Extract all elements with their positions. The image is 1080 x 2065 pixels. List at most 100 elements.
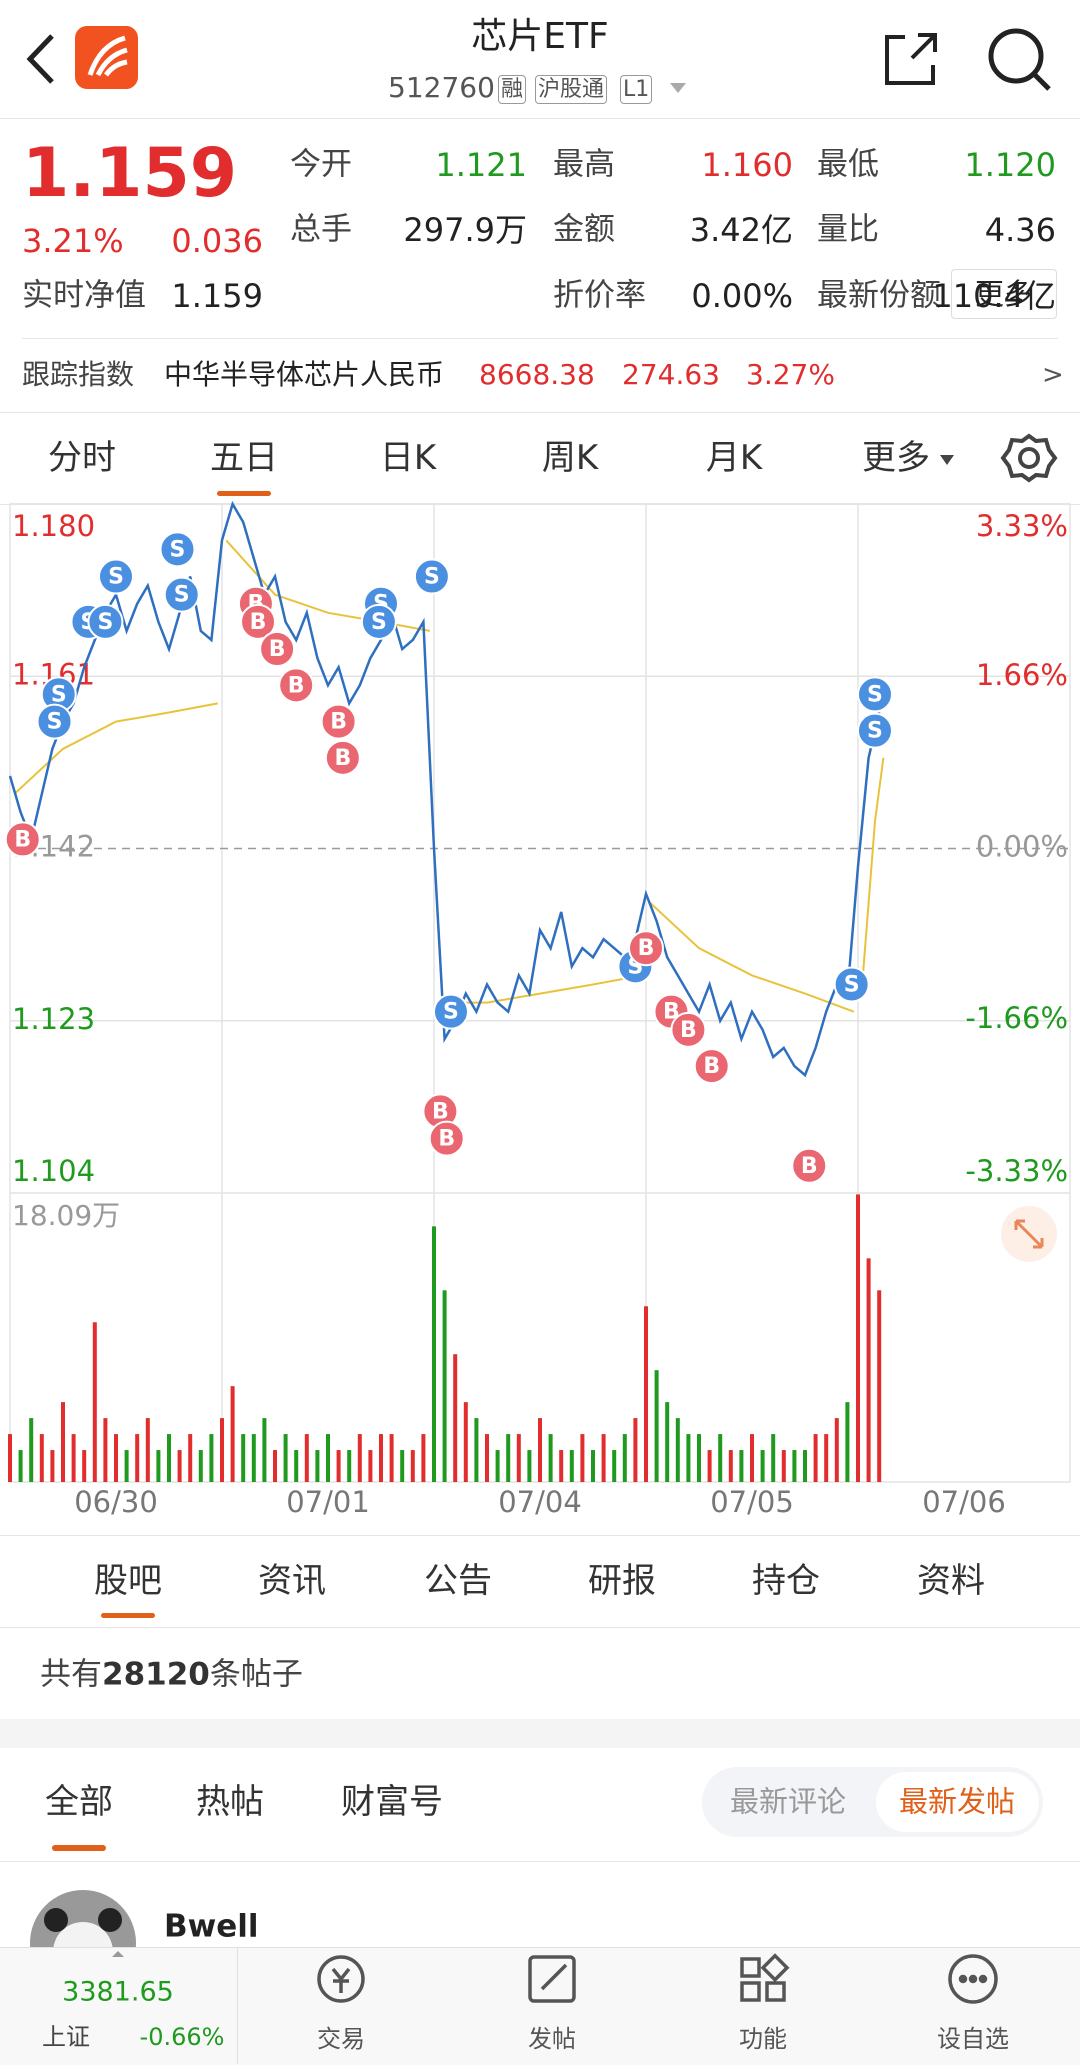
chart-tab[interactable]: 月K [705, 438, 763, 478]
index-change[interactable]: -0.66% [139, 2023, 225, 2051]
filter-tab[interactable]: 热帖 [196, 1782, 264, 1822]
watchlist-icon[interactable] [948, 1954, 998, 2004]
trade-marker-label: B [680, 1018, 697, 1043]
nav-item[interactable]: 功能 [739, 2025, 787, 2053]
volume-bar [410, 1450, 415, 1482]
filter-tab[interactable]: 财富号 [341, 1782, 443, 1822]
field-value: 4.36 [984, 211, 1056, 249]
expand-icon[interactable] [1001, 1206, 1057, 1262]
trade-marker-label: S [443, 1000, 459, 1025]
nav-item[interactable]: 设自选 [937, 2025, 1009, 2053]
average-line [13, 539, 885, 1013]
volume-bar [495, 1450, 500, 1482]
trade-marker [693, 1048, 730, 1085]
nav-item[interactable]: 发帖 [528, 2025, 576, 2053]
volume-bar [294, 1450, 299, 1482]
index-arrow[interactable]: > [1042, 360, 1064, 390]
back-icon[interactable] [26, 34, 54, 84]
index-name: 中华半导体芯片人民币 [164, 358, 445, 391]
settings-icon[interactable] [1000, 433, 1058, 483]
trade-icon[interactable] [317, 1955, 365, 2003]
divider [0, 1627, 1080, 1628]
trade-marker [163, 576, 200, 613]
volume-bar [781, 1450, 786, 1482]
volume-bar [506, 1434, 511, 1482]
post-count: 共有28120条帖子 [40, 1656, 303, 1693]
volume-bar [612, 1450, 617, 1482]
post-icon[interactable] [528, 1955, 576, 2003]
x-tick-label: 07/06 [922, 1485, 1006, 1519]
x-tick-label: 07/04 [498, 1485, 582, 1519]
filter-tab-active[interactable]: 全部 [45, 1782, 113, 1822]
volume-bar [177, 1450, 182, 1482]
trade-marker [791, 1147, 828, 1184]
volume-bar [739, 1450, 744, 1482]
volume-bar [326, 1434, 330, 1482]
more-button[interactable]: 更多 [951, 269, 1057, 319]
field-label: 今开 [290, 146, 352, 183]
chart-tab[interactable]: 日K [379, 438, 437, 478]
chart-tab-active[interactable]: 五日 [210, 438, 278, 478]
expand-arrows [1014, 1219, 1044, 1249]
trade-marker-label: S [867, 682, 883, 707]
trade-marker-label: S [867, 719, 883, 744]
volume-bar [813, 1434, 818, 1482]
chart-tab[interactable]: 更多 [862, 438, 930, 478]
badge: L1 [620, 75, 653, 104]
section-tab[interactable]: 公告 [424, 1561, 492, 1601]
volume-bar [453, 1354, 458, 1482]
field-value: 3.42亿 [689, 211, 793, 249]
trade-marker [324, 739, 361, 776]
chart-tab[interactable]: 分时 [48, 438, 116, 478]
section-tab[interactable]: 持仓 [752, 1561, 820, 1601]
function-icon[interactable] [740, 1953, 790, 2002]
search-icon[interactable] [988, 28, 1051, 91]
nav-item[interactable]: 交易 [317, 2025, 365, 2053]
trade-marker [87, 603, 124, 640]
trade-marker-label: S [424, 565, 440, 590]
trade-marker-label: B [801, 1154, 818, 1179]
share-icon[interactable] [885, 33, 937, 85]
sort-button-active[interactable]: 最新发帖 [898, 1784, 1016, 1819]
header-icons [26, 26, 1051, 93]
field-value: 1.121 [435, 146, 527, 184]
index-name[interactable]: 上证 [42, 2023, 90, 2051]
field-value: 297.9万 [403, 211, 527, 249]
volume-bar [198, 1450, 203, 1482]
field-value: 110.4亿 [932, 277, 1056, 315]
sort-button[interactable]: 最新评论 [729, 1784, 847, 1819]
price: 1.159 [22, 134, 238, 213]
trade-marker [432, 993, 469, 1030]
field-label: 折价率 [553, 277, 646, 314]
trade-marker-label: S [51, 682, 67, 707]
field-value: 1.120 [964, 146, 1056, 184]
chart-tab[interactable]: 周K [541, 438, 599, 478]
tab-underline [101, 1613, 155, 1618]
section-tab[interactable]: 资讯 [258, 1561, 326, 1601]
count: 28120 [102, 1656, 210, 1693]
volume-bar [304, 1434, 309, 1482]
dropdown-icon[interactable] [940, 455, 954, 465]
volume-bar [220, 1418, 224, 1482]
text: 共有 [40, 1656, 102, 1693]
volume-bar [61, 1402, 65, 1482]
index-value[interactable]: 3381.65 [62, 1976, 174, 2008]
section-tab-active[interactable]: 股吧 [94, 1561, 162, 1601]
x-tick-label: 06/30 [74, 1485, 158, 1519]
trade-marker-label: B [334, 746, 351, 771]
divider [22, 338, 1058, 339]
dropdown-icon[interactable] [670, 83, 686, 93]
trade-marker [36, 703, 73, 740]
volume-bar [474, 1418, 479, 1482]
trade-marker [413, 558, 450, 595]
volume-bar [527, 1450, 532, 1482]
trade-marker-label: B [638, 936, 655, 961]
section-tab[interactable]: 研报 [588, 1561, 656, 1601]
volume-bar [771, 1434, 776, 1482]
volume-bar [485, 1434, 489, 1482]
section-tab[interactable]: 资料 [917, 1561, 985, 1601]
trade-marker [670, 1011, 707, 1048]
volume-bar [400, 1450, 405, 1482]
price-line [8, 500, 881, 1078]
